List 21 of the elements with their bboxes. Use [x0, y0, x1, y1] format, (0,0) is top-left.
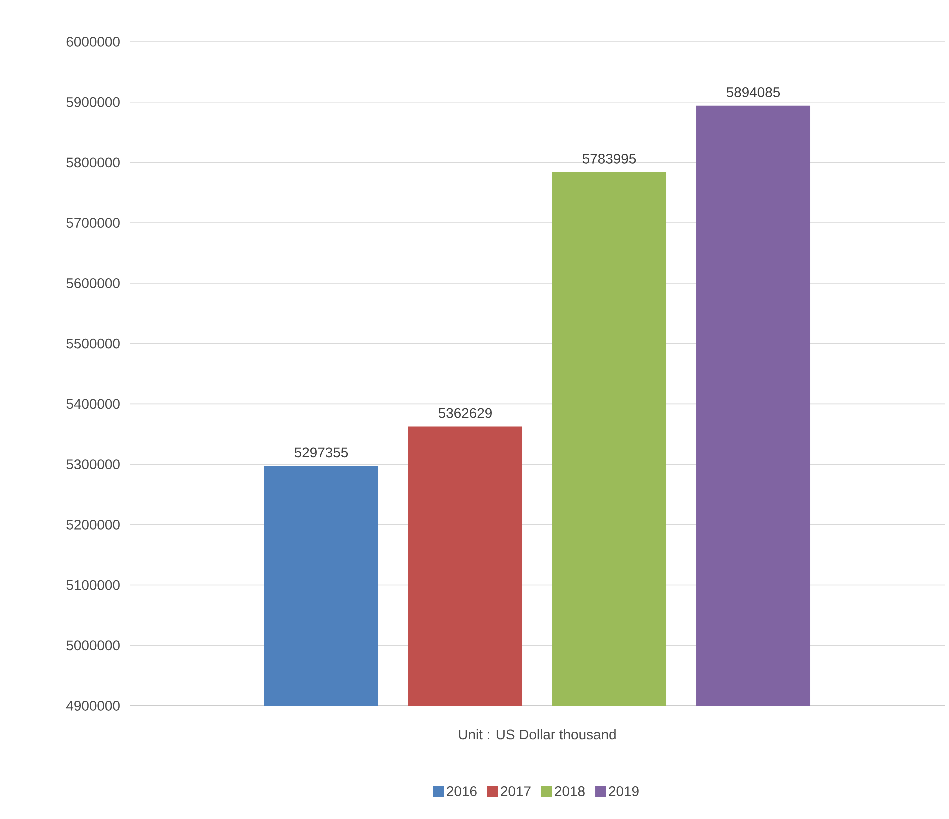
- y-tick-label: 5600000: [66, 278, 120, 288]
- data-label: 5362629: [438, 408, 492, 418]
- y-tick-label: 5700000: [66, 218, 120, 228]
- legend-label: 2019: [609, 786, 639, 796]
- legend-label: 2018: [555, 786, 585, 796]
- legend-label: 2017: [501, 786, 531, 796]
- y-tick-label: 5400000: [66, 399, 120, 410]
- y-tick-label: 5900000: [66, 97, 120, 108]
- y-tick-label: 5300000: [66, 460, 120, 470]
- y-tick-label: 4900000: [66, 701, 120, 711]
- y-tick-label: 5100000: [66, 580, 120, 590]
- y-tick-label: 5000000: [66, 640, 120, 651]
- y-tick-label: 6000000: [66, 37, 120, 47]
- y-tick-label: 5800000: [66, 158, 120, 168]
- legend-label: 2016: [447, 786, 477, 796]
- data-label: 5894085: [726, 88, 780, 98]
- x-axis-title: Unit : US Dollar thousand: [459, 729, 616, 740]
- data-label: 5297355: [294, 448, 348, 458]
- y-tick-label: 5500000: [66, 338, 120, 349]
- data-label: 5783995: [582, 154, 636, 164]
- y-tick-label: 5200000: [66, 520, 120, 530]
